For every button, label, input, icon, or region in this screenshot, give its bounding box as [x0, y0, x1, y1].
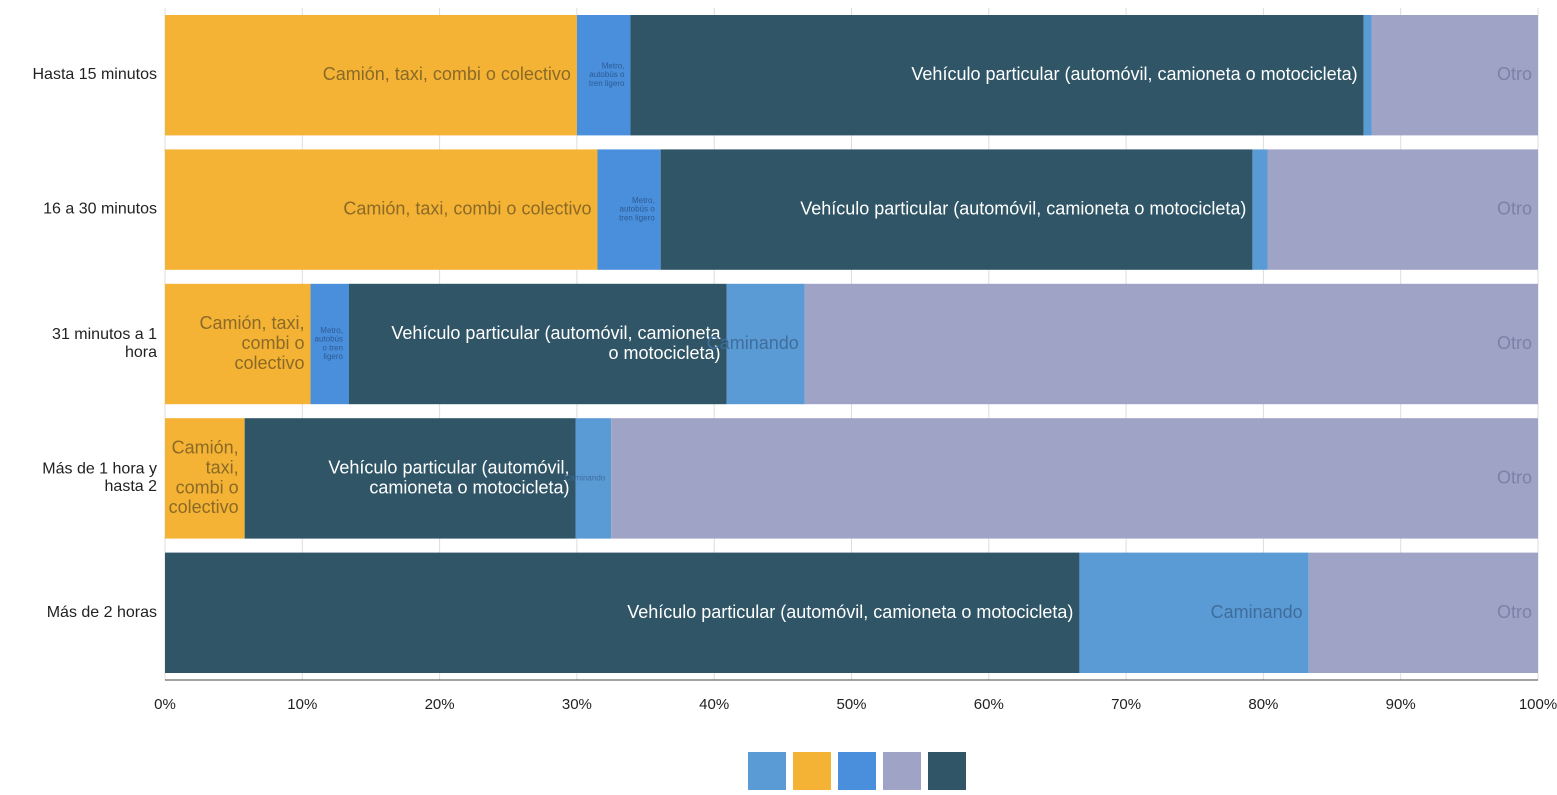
bar-segment	[660, 149, 1253, 270]
segment-label: Metro, autobús o tren ligero	[589, 62, 625, 89]
bar-segment	[1371, 15, 1538, 136]
legend-swatch	[793, 752, 831, 790]
segment-label: Vehículo particular (automóvil, camionet…	[627, 602, 1073, 622]
bar-segment	[1252, 149, 1268, 270]
x-tick-label: 90%	[1386, 696, 1416, 713]
bar-segment	[165, 149, 598, 270]
bar-segment	[348, 283, 727, 405]
segment-label: Caminando	[707, 333, 799, 353]
x-tick-label: 50%	[836, 696, 866, 713]
legend-swatch	[748, 752, 786, 790]
bar-segment	[1079, 552, 1309, 673]
segment-label: Metro, autobús o tren ligero	[315, 326, 344, 361]
segment-label: Caminando	[1211, 602, 1303, 622]
segment-label: Otro	[1497, 198, 1532, 218]
x-tick-label: 10%	[287, 696, 317, 713]
x-tick-label: 30%	[562, 696, 592, 713]
bar-segment	[726, 283, 805, 405]
y-tick-label: Más de 1 hora y hasta 2	[42, 461, 157, 496]
segment-label: Camión, taxi, combi o colectivo	[323, 64, 571, 84]
y-tick-label: 31 minutos a 1 hora	[52, 326, 157, 361]
x-tick-label: 20%	[425, 696, 455, 713]
legend-swatch	[928, 752, 966, 790]
bar-segment	[1267, 149, 1538, 270]
legend-swatch	[838, 752, 876, 790]
bar-segment	[1363, 15, 1372, 136]
segment-label: Otro	[1497, 64, 1532, 84]
segment-label: Vehículo particular (automóvil, camioneta…	[328, 457, 569, 497]
segment-label: Camión, taxi, combi o colectivo	[199, 313, 304, 373]
bar-segment	[576, 15, 631, 136]
x-tick-label: 60%	[974, 696, 1004, 713]
bar-segment	[630, 15, 1364, 136]
bar-segment	[575, 418, 612, 539]
x-tick-label: 80%	[1248, 696, 1278, 713]
segment-label: Camión, taxi, combi o colectivo	[169, 437, 239, 516]
x-tick-label: 40%	[699, 696, 729, 713]
y-tick-label: Hasta 15 minutos	[32, 66, 157, 83]
segment-label: Vehículo particular (automóvil, camionet…	[800, 198, 1246, 218]
x-tick-label: 0%	[154, 696, 176, 713]
x-tick-label: 100%	[1519, 696, 1557, 713]
segment-label: Metro, autobús o tren ligero	[619, 196, 655, 223]
bar-segment	[165, 552, 1080, 673]
bar-segment	[244, 418, 576, 539]
bar-segment	[1308, 552, 1538, 673]
segment-label: Vehículo particular (automóvil, camionet…	[391, 323, 721, 363]
segment-label: Otro	[1497, 467, 1532, 487]
bar-segment	[165, 418, 245, 539]
bar-segment	[597, 149, 661, 270]
segment-label: Vehículo particular (automóvil, camionet…	[911, 64, 1357, 84]
x-tick-label: 70%	[1111, 696, 1141, 713]
bar-segment	[165, 283, 311, 405]
bar-segment	[611, 418, 1538, 539]
legend-swatch	[883, 752, 921, 790]
bar-segment	[310, 283, 349, 405]
segment-label: Otro	[1497, 333, 1532, 353]
segment-label: Caminando	[564, 474, 605, 483]
bar-segment	[165, 15, 577, 136]
segment-label: Otro	[1497, 602, 1532, 622]
y-tick-label: Más de 2 horas	[47, 604, 157, 621]
bar-segment	[804, 283, 1538, 405]
segment-label: Camión, taxi, combi o colectivo	[343, 198, 591, 218]
y-tick-label: 16 a 30 minutos	[43, 201, 157, 218]
